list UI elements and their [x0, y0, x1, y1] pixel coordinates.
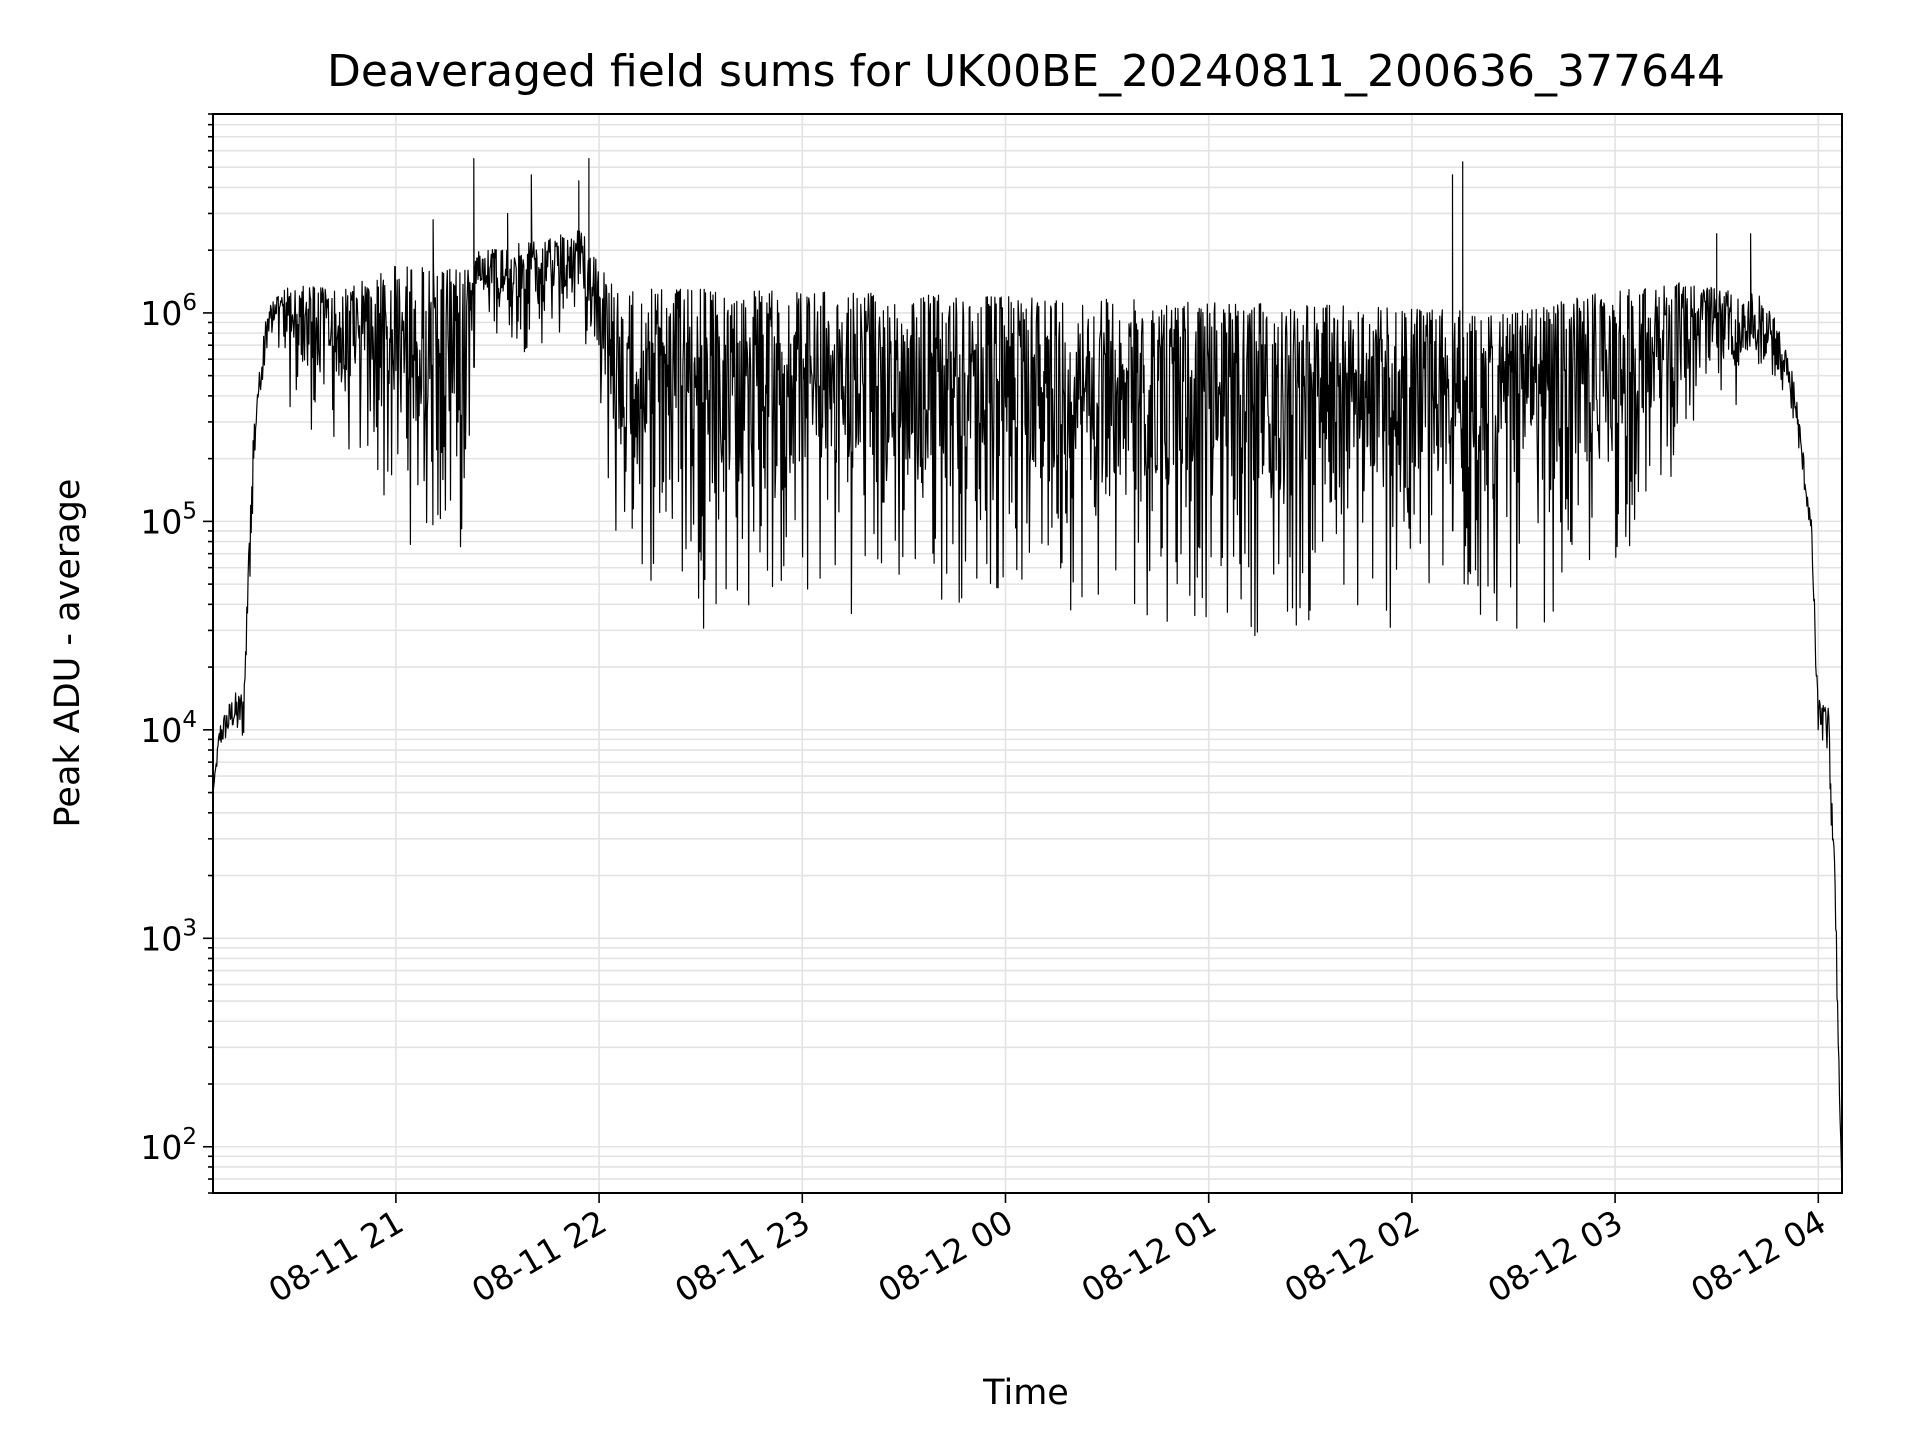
chart-title: Deaveraged field sums for UK00BE_2024081… — [327, 46, 1725, 97]
series-line — [213, 158, 1842, 1193]
y-axis: 102 103 104 105 106 — [140, 113, 213, 1194]
y-tick-label: 103 — [140, 915, 197, 958]
x-axis-label: Time — [982, 1373, 1069, 1413]
plot-frame — [212, 113, 1843, 1194]
y-tick-label: 104 — [140, 707, 197, 750]
y-tick-label: 105 — [140, 498, 197, 541]
plot-area — [213, 158, 1842, 1193]
y-axis-label: Peak ADU - average — [48, 479, 88, 828]
y-tick-label: 102 — [140, 1124, 197, 1167]
y-tick-label: 106 — [140, 290, 197, 333]
